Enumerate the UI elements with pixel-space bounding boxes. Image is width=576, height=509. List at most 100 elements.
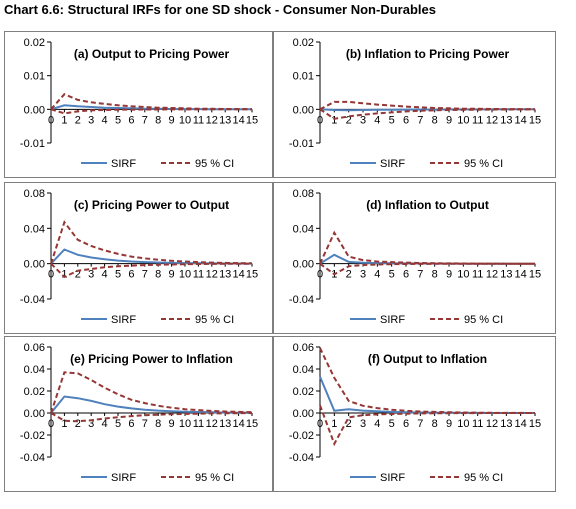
x-tick-label: 7: [417, 269, 423, 281]
x-tick-label: 14: [515, 418, 527, 430]
y-tick-label: 0.02: [24, 37, 45, 49]
x-tick-label: 12: [206, 269, 218, 281]
panel-d: (d) Inflation to Output 0.08 0.04 0.00 -0.04…: [273, 182, 556, 334]
y-tick-label: -0.04: [20, 452, 45, 464]
x-tick-label: 10: [179, 114, 191, 126]
y-tick-label: 0.00: [24, 104, 45, 116]
x-tick-label: 9: [446, 269, 452, 281]
x-tick-label: 4: [102, 418, 108, 430]
y-tick-label: 0.04: [24, 364, 45, 376]
ci-upper-line: [50, 220, 253, 265]
x-tick-label: 13: [500, 114, 512, 126]
y-tick-label: 0.01: [293, 71, 314, 83]
y-tick-label: 0.04: [293, 223, 314, 235]
x-tick-label: 3: [88, 114, 94, 126]
y-tick-label: -0.04: [289, 452, 314, 464]
x-tick-label: 5: [389, 114, 395, 126]
x-tick-label: 7: [417, 418, 423, 430]
x-tick-label: 0: [317, 269, 323, 281]
y-tick-label: 0.08: [24, 188, 45, 200]
x-tick-label: 15: [246, 418, 258, 430]
x-tick-label: 0: [48, 114, 54, 126]
chart-b: (b) Inflation to Pricing Power 0.02 0.01 0.…: [289, 37, 541, 170]
x-tick-label: 12: [206, 114, 218, 126]
x-tick-label: 2: [75, 269, 81, 281]
x-tick-label: 14: [515, 114, 527, 126]
x-tick-label: 6: [403, 418, 409, 430]
x-tick-label: 3: [360, 418, 366, 430]
x-tick-label: 0: [48, 269, 54, 281]
chart-f: (f) Output to Inflation 0.06 0.04 0.02 0.00 -…: [289, 342, 541, 484]
x-tick-label: 12: [486, 269, 498, 281]
x-tick-label: 11: [472, 269, 483, 281]
panel-c: (c) Pricing Power to Output 0.08 0.04 0.00 -…: [4, 182, 273, 334]
x-tick-label: 13: [219, 269, 231, 281]
x-tick-label: 7: [142, 114, 148, 126]
x-tick-label: 10: [179, 418, 191, 430]
x-tick-label: 10: [179, 269, 191, 281]
x-tick-label: 1: [61, 269, 67, 281]
x-tick-label: 9: [446, 418, 452, 430]
x-tick-label: 15: [529, 114, 541, 126]
x-tick-label: 12: [486, 418, 498, 430]
x-tick-label: 12: [486, 114, 498, 126]
x-tick-label: 3: [360, 114, 366, 126]
legend-sirf-label: SIRF: [111, 158, 136, 170]
y-tick-label: 0.00: [293, 259, 314, 271]
y-tick-label: 0.04: [24, 223, 45, 235]
x-tick-label: 3: [360, 269, 366, 281]
x-tick-label: 8: [432, 269, 438, 281]
x-tick-label: 8: [155, 418, 161, 430]
legend-sirf-label: SIRF: [380, 314, 405, 326]
chart-d: (d) Inflation to Output 0.08 0.04 0.00 -0.04…: [289, 188, 541, 326]
x-tick-label: 5: [115, 114, 121, 126]
x-tick-label: 6: [403, 269, 409, 281]
x-tick-label: 0: [317, 114, 323, 126]
panel-title: (d) Inflation to Output: [366, 198, 489, 212]
ci-lower-line: [50, 108, 252, 115]
x-tick-label: 14: [232, 114, 244, 126]
ci-lower-line: [50, 412, 253, 423]
y-tick-label: 0.04: [293, 364, 314, 376]
x-tick-label: 11: [193, 269, 204, 281]
legend-ci-label: 95 % CI: [195, 158, 234, 170]
legend-ci-label: 95 % CI: [195, 472, 234, 484]
x-tick-label: 15: [529, 269, 541, 281]
panel-title: (b) Inflation to Pricing Power: [346, 47, 510, 61]
y-tick-label: 0.00: [24, 259, 45, 271]
ci-upper-line: [319, 100, 535, 111]
legend-sirf-label: SIRF: [111, 472, 136, 484]
x-tick-label: 4: [102, 269, 108, 281]
x-tick-label: 6: [128, 114, 134, 126]
chart-title: Chart 6.6: Structural IRFs for one SD sh…: [4, 2, 436, 17]
y-tick-label: -0.04: [20, 294, 45, 306]
y-tick-label: -0.01: [20, 138, 45, 150]
y-tick-label: 0.02: [293, 386, 314, 398]
sirf-line: [50, 248, 252, 265]
x-tick-label: 0: [317, 418, 323, 430]
x-tick-label: 5: [389, 418, 395, 430]
ci-upper-line: [319, 230, 535, 265]
y-tick-label: 0.06: [293, 342, 314, 354]
ci-lower-line: [319, 262, 535, 276]
x-tick-label: 7: [142, 269, 148, 281]
legend-sirf-label: SIRF: [380, 158, 405, 170]
x-tick-label: 2: [346, 269, 352, 281]
legend-ci-label: 95 % CI: [464, 314, 503, 326]
chart-a: (a) Output to Pricing Power 0.02 0.01 0.00 -…: [20, 37, 258, 170]
x-tick-label: 8: [432, 418, 438, 430]
x-tick-label: 15: [246, 114, 258, 126]
x-tick-label: 1: [61, 114, 67, 126]
panel-f: (f) Output to Inflation 0.06 0.04 0.02 0.00 -…: [273, 336, 556, 492]
sirf-line: [319, 376, 535, 414]
x-tick-label: 2: [346, 418, 352, 430]
x-tick-label: 8: [155, 269, 161, 281]
x-tick-label: 3: [88, 269, 94, 281]
ci-upper-line: [50, 92, 253, 111]
x-tick-label: 4: [374, 418, 380, 430]
x-tick-label: 12: [206, 418, 218, 430]
x-tick-label: 13: [500, 418, 512, 430]
x-tick-label: 8: [155, 114, 161, 126]
panel-e: (e) Pricing Power to Inflation 0.06 0.04 0.…: [4, 336, 273, 492]
x-tick-label: 10: [457, 114, 469, 126]
